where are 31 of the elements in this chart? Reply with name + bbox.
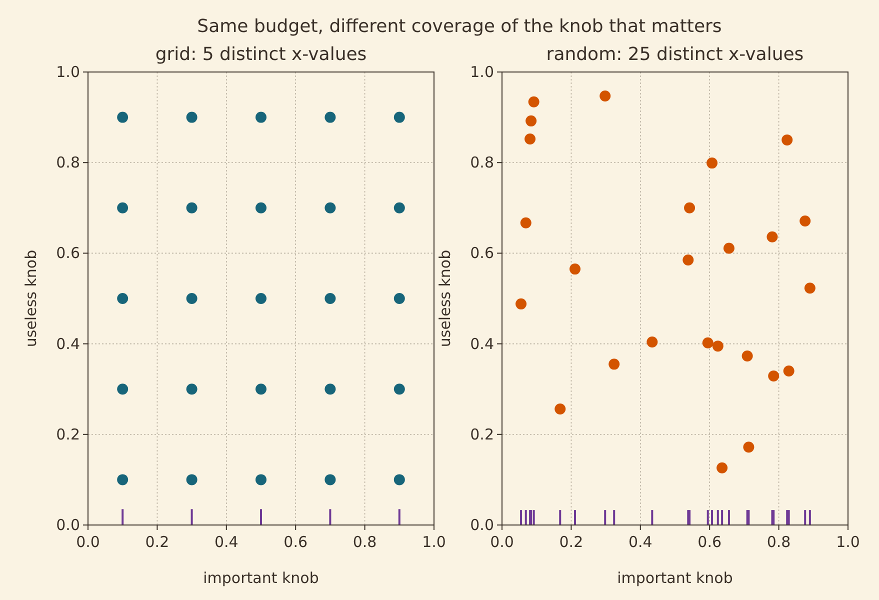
y-tick-label: 0.4: [56, 334, 80, 353]
x-tick-label: 0.6: [698, 533, 722, 551]
chart-title: random: 25 distinct x-values: [546, 44, 804, 65]
y-tick-label: 0.2: [470, 425, 494, 444]
x-axis-title: important knob: [617, 569, 733, 587]
x-tick-label: 0.2: [559, 533, 584, 551]
x-axis-title: important knob: [203, 569, 319, 587]
x-tick-label: 0.2: [145, 533, 170, 551]
x-tick-label: 0.4: [214, 533, 238, 551]
y-axis-title: useless knob: [436, 250, 454, 348]
chart-title: Same budget, different coverage of the knob that matters: [197, 16, 722, 37]
x-tick-label: 1.0: [422, 533, 446, 551]
x-tick-label: 0.0: [490, 533, 514, 551]
x-tick-label: 0.0: [76, 533, 100, 551]
y-tick-label: 0.6: [470, 244, 494, 262]
x-tick-label: 0.4: [628, 533, 652, 551]
x-tick-label: 0.8: [352, 533, 377, 551]
y-tick-label: 0.8: [56, 154, 80, 172]
x-tick-label: 1.0: [836, 533, 860, 551]
y-axis-title: useless knob: [22, 250, 40, 348]
y-tick-label: 1.0: [56, 63, 80, 81]
y-tick-label: 0.0: [56, 516, 80, 534]
y-tick-label: 0.6: [56, 244, 80, 262]
y-tick-label: 1.0: [470, 63, 494, 81]
x-tick-label: 0.6: [284, 533, 308, 551]
y-tick-label: 0.4: [470, 334, 494, 353]
chart-subtitle: grid: 5 distinct x-values: [155, 44, 367, 65]
x-tick-label: 0.8: [766, 533, 791, 551]
y-tick-label: 0.0: [470, 516, 494, 534]
y-tick-label: 0.2: [56, 425, 80, 444]
y-tick-label: 0.8: [470, 154, 494, 172]
